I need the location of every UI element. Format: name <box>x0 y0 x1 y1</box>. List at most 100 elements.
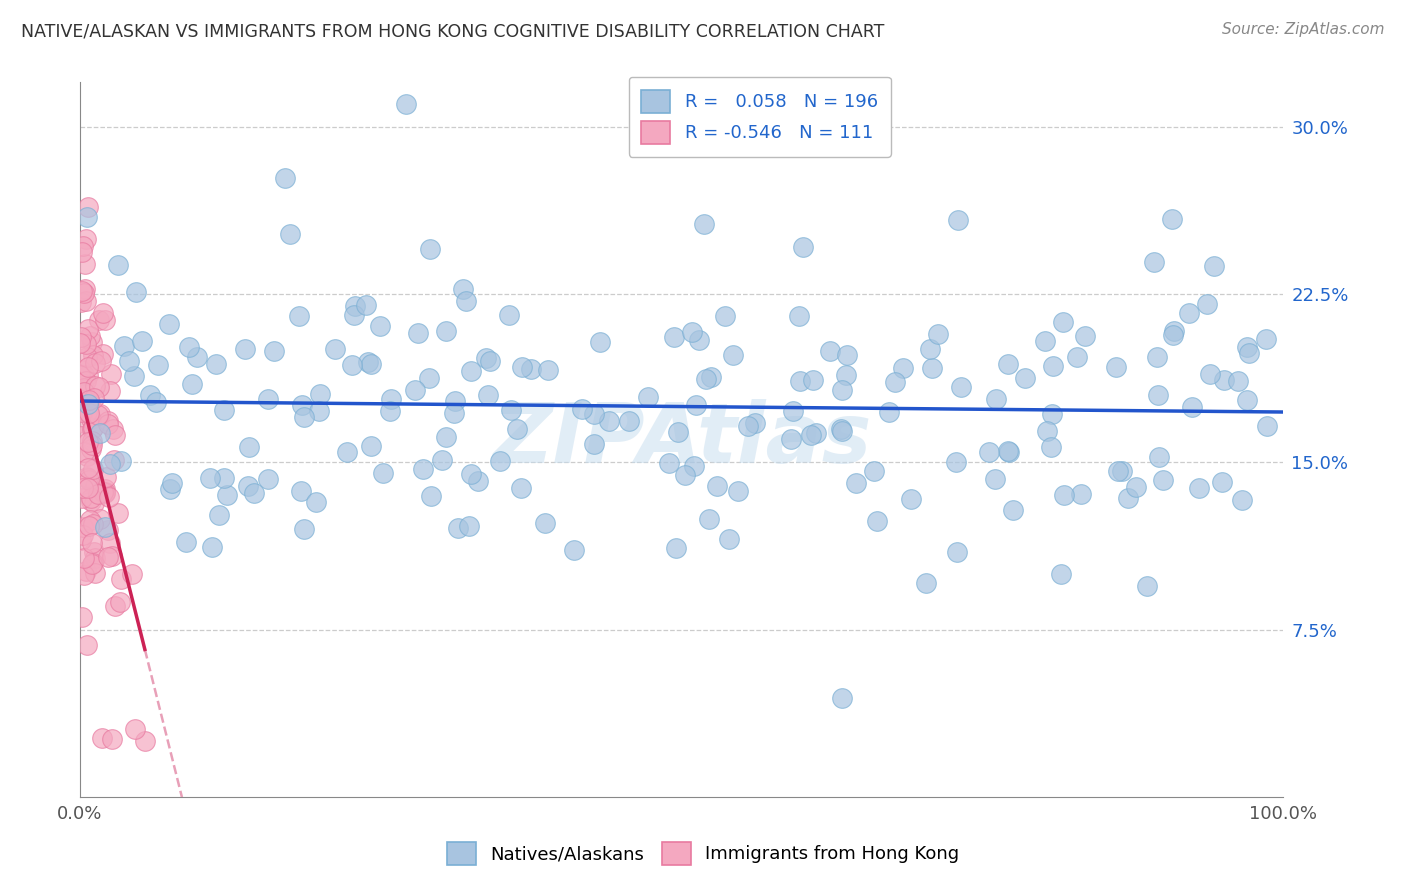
Point <box>292 409 315 424</box>
Point <box>831 691 853 706</box>
Point <box>900 492 922 507</box>
Point <box>1111 464 1133 478</box>
Point <box>1070 487 1092 501</box>
Point <box>83 496 105 510</box>
Point <box>1136 579 1159 593</box>
Point <box>460 467 482 482</box>
Point <box>107 258 129 272</box>
Point <box>146 359 169 373</box>
Point <box>79 329 101 343</box>
Point <box>1001 503 1024 517</box>
Point <box>93 520 115 534</box>
Point <box>124 368 146 383</box>
Point <box>75 337 97 351</box>
Point <box>243 486 266 500</box>
Point <box>834 368 856 383</box>
Point <box>90 354 112 368</box>
Point <box>1204 259 1226 273</box>
Point <box>700 369 723 384</box>
Point <box>308 404 330 418</box>
Point <box>79 406 101 420</box>
Point <box>72 284 94 298</box>
Point <box>779 433 801 447</box>
Point <box>1066 351 1088 365</box>
Point <box>457 519 479 533</box>
Point <box>112 339 135 353</box>
Point <box>430 453 453 467</box>
Point <box>804 426 827 441</box>
Point <box>73 416 96 430</box>
Point <box>451 282 474 296</box>
Point <box>80 557 103 571</box>
Point <box>782 404 804 418</box>
Point <box>79 394 101 409</box>
Point <box>420 489 443 503</box>
Point <box>73 385 96 400</box>
Point <box>534 516 557 530</box>
Point <box>800 428 823 442</box>
Point <box>443 406 465 420</box>
Point <box>1226 374 1249 388</box>
Point <box>72 550 94 565</box>
Point <box>588 334 610 349</box>
Point <box>125 285 148 300</box>
Point <box>290 484 312 499</box>
Point <box>1143 255 1166 269</box>
Point <box>354 298 377 312</box>
Point <box>103 428 125 442</box>
Point <box>89 512 111 526</box>
Point <box>921 361 943 376</box>
Point <box>91 731 114 746</box>
Point <box>831 424 853 438</box>
Point <box>1187 481 1209 495</box>
Point <box>76 351 98 365</box>
Point <box>1040 407 1063 421</box>
Point <box>75 374 97 388</box>
Point <box>673 467 696 482</box>
Point <box>997 357 1019 371</box>
Point <box>1236 341 1258 355</box>
Point <box>94 313 117 327</box>
Point <box>1181 401 1204 415</box>
Point <box>82 348 104 362</box>
Point <box>76 469 98 483</box>
Point <box>1125 480 1147 494</box>
Point <box>177 340 200 354</box>
Point <box>77 393 100 408</box>
Point <box>84 550 107 565</box>
Point <box>73 445 96 459</box>
Point <box>70 363 93 377</box>
Point <box>93 485 115 500</box>
Point <box>1230 493 1253 508</box>
Point <box>685 398 707 412</box>
Point <box>100 732 122 747</box>
Point <box>82 462 104 476</box>
Point <box>342 359 364 373</box>
Point <box>82 437 104 451</box>
Point <box>717 533 740 547</box>
Point <box>70 245 93 260</box>
Point <box>920 343 942 357</box>
Point <box>617 414 640 428</box>
Point <box>1036 424 1059 438</box>
Point <box>77 397 100 411</box>
Point <box>681 325 703 339</box>
Point <box>287 310 309 324</box>
Point <box>1149 450 1171 464</box>
Point <box>278 227 301 241</box>
Point <box>727 483 749 498</box>
Point <box>97 523 120 537</box>
Point <box>412 462 434 476</box>
Point <box>475 351 498 365</box>
Point <box>176 535 198 549</box>
Point <box>121 566 143 581</box>
Point <box>801 373 824 387</box>
Point <box>997 443 1019 458</box>
Point <box>80 491 103 505</box>
Point <box>884 375 907 389</box>
Point <box>360 357 382 371</box>
Point <box>180 376 202 391</box>
Point <box>501 403 523 417</box>
Point <box>891 361 914 376</box>
Point <box>789 374 811 388</box>
